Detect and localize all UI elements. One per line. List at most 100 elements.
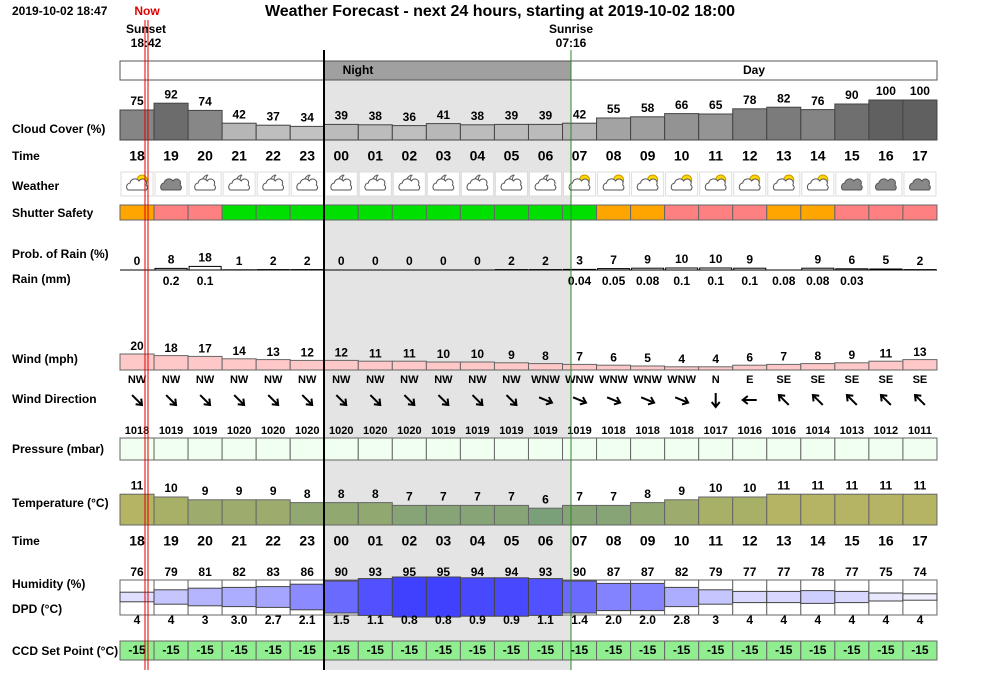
shutter-cell <box>459 204 495 221</box>
rain-prob-value: 2 <box>542 254 549 268</box>
humidity-value: 77 <box>777 565 791 579</box>
cloud-icon <box>296 178 319 191</box>
night-label: Night <box>343 63 374 77</box>
temp-bar <box>391 504 427 526</box>
hour: 07 <box>572 533 588 549</box>
pressure-value: 1020 <box>227 425 251 437</box>
temp-value: 7 <box>576 490 583 504</box>
cloud-value: 39 <box>335 109 349 123</box>
cloud-value: 76 <box>811 94 825 108</box>
row-label: Wind Direction <box>12 392 97 406</box>
ccd-value: -15 <box>367 643 385 657</box>
wind-value: 18 <box>164 341 178 355</box>
row-label: Wind (mph) <box>12 352 78 366</box>
row-label: Humidity (%) <box>12 577 85 591</box>
temp-bar <box>289 502 325 526</box>
shutter-cell <box>664 204 700 221</box>
day-label: Day <box>743 63 765 77</box>
title: Weather Forecast - next 24 hours, starti… <box>265 3 735 20</box>
cloud-value: 100 <box>910 84 930 98</box>
wind-arrow <box>403 394 416 407</box>
pressure-value: 1018 <box>125 425 149 437</box>
ccd-value: -15 <box>265 643 283 657</box>
shutter-cell <box>766 204 802 221</box>
humidity-bar <box>221 586 257 608</box>
wind-arrow <box>505 394 518 407</box>
shutter-cell <box>187 204 223 221</box>
cloud-value: 58 <box>641 101 655 115</box>
ccd-value: -15 <box>741 643 759 657</box>
wind-direction: SE <box>913 374 928 386</box>
temp-bar <box>357 502 393 526</box>
rain-prob-value: 9 <box>814 252 821 266</box>
pressure-value: 1019 <box>567 425 591 437</box>
dpd-value: 4 <box>814 613 821 627</box>
cloud-icon <box>670 178 693 191</box>
shutter-cell <box>323 204 359 221</box>
temp-bar <box>527 507 564 526</box>
wind-value: 12 <box>335 346 349 360</box>
rain-prob-value: 5 <box>883 253 890 267</box>
hour: 03 <box>436 533 452 549</box>
rain-prob-value: 2 <box>270 254 277 268</box>
dpd-value: 3 <box>202 613 209 627</box>
cloud-value: 34 <box>301 111 315 125</box>
wind-value: 12 <box>301 346 315 360</box>
wind-arrow <box>572 396 588 406</box>
wind-arrow <box>674 396 690 406</box>
pressure-value: 1020 <box>295 425 319 437</box>
wind-bar <box>664 366 700 371</box>
row-label: Prob. of Rain (%) <box>12 247 109 261</box>
humidity-value: 79 <box>164 565 178 579</box>
cloud-icon <box>466 178 489 191</box>
rain-prob-value: 0 <box>406 254 413 268</box>
pressure-cell <box>221 437 257 461</box>
wind-value: 11 <box>403 346 416 360</box>
wind-arrow <box>879 393 892 406</box>
hour: 21 <box>231 148 247 164</box>
pressure-value: 1020 <box>397 425 421 437</box>
wind-bar <box>221 358 257 371</box>
hour: 11 <box>708 148 723 164</box>
rain-prob-value: 6 <box>849 253 856 267</box>
hour: 02 <box>402 533 418 549</box>
cloud-icon <box>364 178 387 191</box>
wind-arrow <box>538 396 554 406</box>
ccd-value: -15 <box>877 643 895 657</box>
ccd-value: -15 <box>639 643 657 657</box>
rain-mm-value: 0.08 <box>636 274 660 288</box>
shutter-cell <box>562 204 598 221</box>
dpd-value: 4 <box>917 613 924 627</box>
shutter-cell <box>834 204 870 221</box>
cloud-value: 100 <box>876 84 896 98</box>
humidity-bar <box>323 580 359 614</box>
ccd-value: -15 <box>196 643 214 657</box>
wind-value: 9 <box>508 348 515 362</box>
cloud-bar <box>323 123 359 141</box>
wind-arrow <box>640 396 656 406</box>
humidity-value: 87 <box>641 565 655 579</box>
humidity-value: 81 <box>198 565 212 579</box>
wind-direction: SE <box>776 374 791 386</box>
temp-value: 9 <box>678 484 685 498</box>
pressure-value: 1020 <box>261 425 285 437</box>
wind-bar <box>493 362 529 371</box>
pressure-value: 1019 <box>193 425 217 437</box>
row-label: Temperature (°C) <box>12 496 109 510</box>
rain-mm-value: 0.04 <box>568 274 592 288</box>
wind-direction: NW <box>468 374 487 386</box>
temp-bar <box>255 499 291 526</box>
temp-bar <box>664 499 700 526</box>
hour: 10 <box>674 533 690 549</box>
temp-value: 11 <box>846 478 859 492</box>
cloud-bar <box>596 117 632 141</box>
ccd-value: -15 <box>605 643 623 657</box>
wind-bar <box>187 355 223 371</box>
temp-bar <box>459 504 495 526</box>
cloud-icon <box>772 178 795 191</box>
temp-bar <box>221 499 257 526</box>
rain-prob-value: 3 <box>576 254 583 268</box>
temp-bar <box>868 493 904 526</box>
sunrise-time: 07:16 <box>556 36 587 50</box>
wind-arrow <box>131 394 144 407</box>
